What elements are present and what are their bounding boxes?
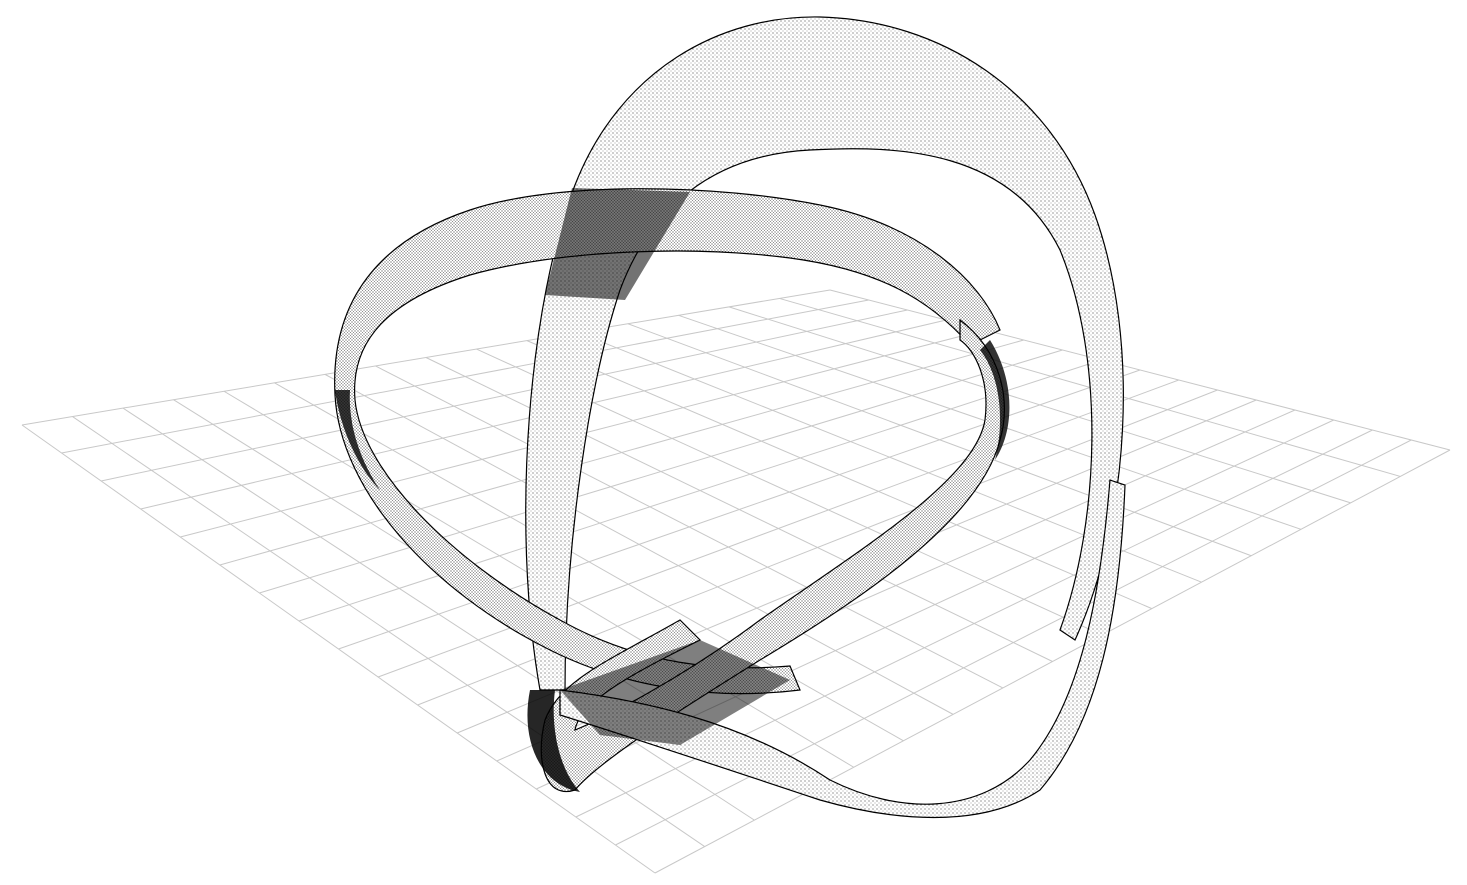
grid-line bbox=[829, 289, 1451, 451]
ribbon-knot-surface bbox=[334, 16, 1126, 819]
grid-line bbox=[615, 439, 1412, 846]
ground-plane-grid bbox=[21, 289, 1451, 874]
ribbon-overlap-bottom bbox=[560, 640, 790, 745]
ribbon-bottom-sweep bbox=[559, 479, 1126, 819]
ribbon-edge-left bbox=[335, 390, 380, 490]
ribbon-tip-left bbox=[527, 690, 580, 792]
grid-line bbox=[526, 340, 1153, 610]
grid-line bbox=[728, 306, 1351, 504]
ribbon-left-loop bbox=[334, 188, 1001, 695]
grid-line bbox=[627, 323, 1252, 557]
ribbon-overlap-top bbox=[545, 188, 690, 300]
ribbon-edge-right-inner bbox=[980, 340, 1010, 460]
ribbon-right-lower-loop bbox=[540, 318, 1006, 793]
grid-line bbox=[654, 449, 1451, 874]
